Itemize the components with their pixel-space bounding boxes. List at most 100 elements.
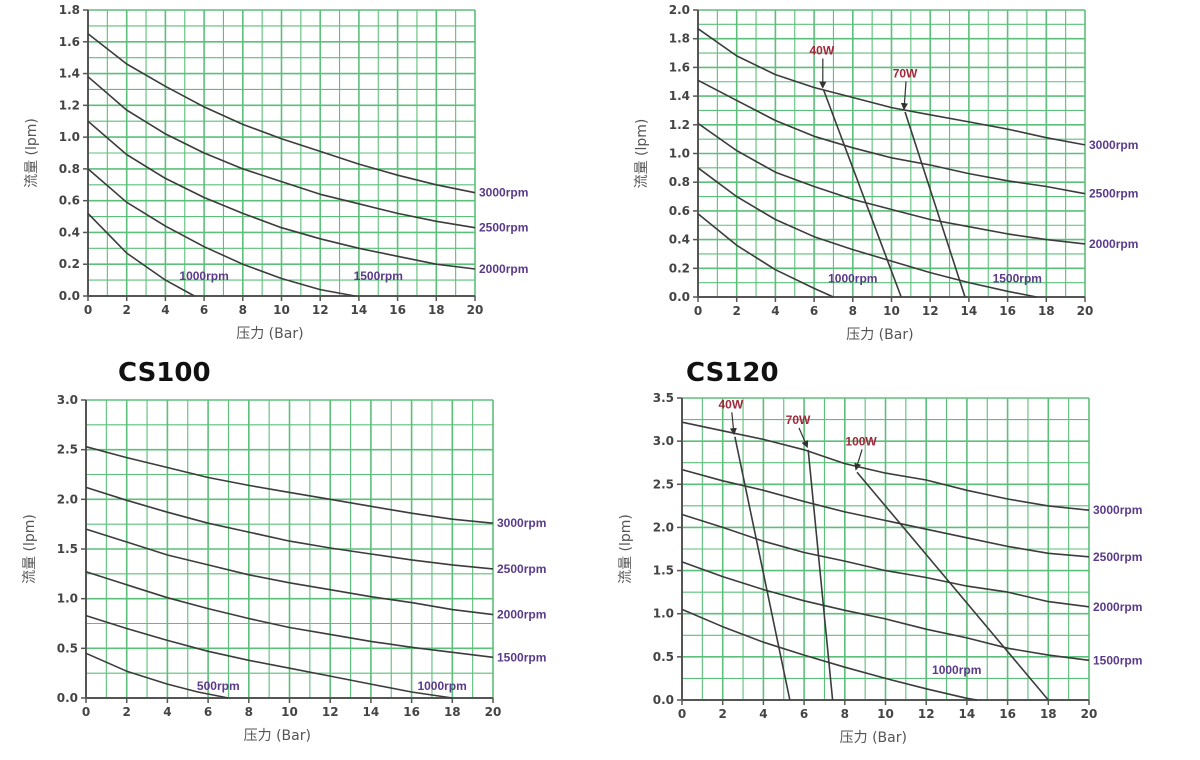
- series-line-3000rpm: [87, 33, 476, 194]
- series-label: 1000rpm: [179, 269, 228, 283]
- x-tick-label: 14: [351, 303, 368, 317]
- grid: [697, 9, 1086, 298]
- series-line-1000rpm: [697, 213, 834, 298]
- y-tick-label: 1.0: [57, 592, 78, 606]
- y-tick-label: 2.5: [57, 443, 78, 457]
- power-arrow-icon: [900, 81, 909, 111]
- x-tick-label: 20: [1077, 304, 1094, 318]
- series-line-2000rpm: [87, 120, 476, 270]
- series-line-1500rpm: [87, 168, 356, 297]
- y-tick-label: 1.8: [59, 3, 80, 17]
- power-line-100W: [856, 471, 1049, 701]
- y-axis-label: 流量 (lpm): [634, 119, 650, 189]
- x-tick-label: 16: [389, 303, 406, 317]
- x-axis-label: 压力 (Bar): [244, 728, 311, 744]
- power-label: 70W: [893, 66, 918, 80]
- y-tick-label: 1.4: [669, 89, 690, 103]
- series-label: 2500rpm: [1089, 187, 1138, 201]
- series-line-1500rpm: [85, 571, 494, 659]
- x-tick-label: 16: [999, 707, 1016, 721]
- y-tick-label: 0.5: [57, 641, 78, 655]
- chart-svg-0: 0 2 4 6 8 10 12 14 16 18 20 0.0 0.2 0.4 0.6 0.8 1.0 1.2 1.…: [24, 3, 528, 342]
- y-tick-label: 1.5: [57, 542, 78, 556]
- y-tick-label: 1.6: [59, 35, 80, 49]
- y-tick-label: 0.6: [59, 194, 80, 208]
- series-label: 2500rpm: [479, 221, 528, 235]
- x-tick-label: 4: [759, 707, 767, 721]
- chart-top-left: 0 2 4 6 8 10 12 14 16 18 20 0.0 0.2 0.4 0.6 0.8 1.0 1.2 1.…: [0, 0, 600, 355]
- y-tick-label: 0.8: [669, 175, 690, 189]
- y-tick-label: 0.0: [653, 693, 674, 707]
- y-axis-label: 流量 (lpm): [22, 514, 38, 584]
- x-tick-label: 10: [883, 304, 900, 318]
- x-axis-label: 压力 (Bar): [236, 326, 303, 342]
- power-label: 40W: [809, 43, 834, 57]
- series-label: 3000rpm: [1089, 138, 1138, 152]
- x-tick-label: 18: [444, 705, 461, 719]
- x-tick-label: 2: [123, 705, 131, 719]
- chart-cs120: 0 2 4 6 8 10 12 14 16 18 20 0.0 0.5 1.0 1.5 2.0 2.5 3.0 3.…: [600, 380, 1200, 760]
- grid: [681, 397, 1090, 701]
- power-line-70W: [904, 111, 966, 298]
- x-tick-label: 10: [281, 705, 298, 719]
- y-tick-label: 2.0: [653, 520, 674, 534]
- chart-title-cs120: CS120: [686, 358, 779, 388]
- series-line-3000rpm: [85, 445, 494, 524]
- x-tick-label: 6: [200, 303, 208, 317]
- x-tick-label: 16: [403, 705, 420, 719]
- series-label: 1500rpm: [1093, 653, 1142, 667]
- power-line-40W: [734, 436, 791, 701]
- series-label: 2500rpm: [1093, 550, 1142, 564]
- series-label: 1500rpm: [993, 272, 1042, 286]
- series-line-3000rpm: [697, 28, 1086, 146]
- x-tick-label: 8: [239, 303, 247, 317]
- x-tick-label: 20: [467, 303, 484, 317]
- x-tick-label: 0: [694, 304, 702, 318]
- y-tick-label: 2.0: [57, 492, 78, 506]
- y-tick-label: 3.5: [653, 391, 674, 405]
- y-tick-label: 0.0: [59, 289, 80, 303]
- y-tick-label: 1.0: [653, 607, 674, 621]
- x-tick-label: 0: [82, 705, 90, 719]
- x-tick-label: 2: [733, 304, 741, 318]
- series-label: 2000rpm: [1093, 600, 1142, 614]
- power-label: 70W: [786, 413, 811, 427]
- series-label: 1000rpm: [417, 679, 466, 693]
- y-tick-label: 3.0: [57, 393, 78, 407]
- y-tick-label: 0.6: [669, 204, 690, 218]
- x-tick-label: 8: [849, 304, 857, 318]
- y-axis-label: 流量 (lpm): [618, 514, 634, 584]
- x-tick-label: 12: [918, 707, 935, 721]
- x-axis-label: 压力 (Bar): [840, 730, 907, 746]
- x-tick-label: 4: [163, 705, 171, 719]
- y-tick-label: 0.0: [669, 290, 690, 304]
- power-arrow-icon: [854, 449, 863, 471]
- y-tick-label: 0.8: [59, 162, 80, 176]
- power-label: 100W: [845, 434, 877, 448]
- x-tick-label: 12: [312, 303, 329, 317]
- x-tick-label: 14: [961, 304, 978, 318]
- series-label: 2500rpm: [497, 562, 546, 576]
- chart-svg-3: 0 2 4 6 8 10 12 14 16 18 20 0.0 0.5 1.0 1.5 2.0 2.5 3.0 3.…: [618, 391, 1142, 746]
- series-label: 2000rpm: [1089, 237, 1138, 251]
- series-line-1500rpm: [681, 561, 1090, 662]
- series-label: 2000rpm: [497, 608, 546, 622]
- y-tick-label: 1.4: [59, 67, 80, 81]
- chart-svg-2: 0 2 4 6 8 10 12 14 16 18 20 0.0 0.5 1.0 1.5 2.0 2.5 3.0 压力…: [22, 393, 546, 744]
- series-line-2000rpm: [697, 122, 1086, 245]
- series-line-2500rpm: [697, 79, 1086, 195]
- x-tick-label: 10: [273, 303, 290, 317]
- chart-cs100: 0 2 4 6 8 10 12 14 16 18 20 0.0 0.5 1.0 1.5 2.0 2.5 3.0 压力…: [0, 380, 600, 760]
- y-tick-label: 2.0: [669, 3, 690, 17]
- series-line-1000rpm: [85, 614, 453, 699]
- y-tick-label: 1.2: [669, 118, 690, 132]
- series-line-1000rpm: [87, 212, 195, 297]
- x-tick-label: 12: [922, 304, 939, 318]
- series-line-2000rpm: [85, 528, 494, 616]
- x-tick-label: 14: [363, 705, 380, 719]
- y-axis-label: 流量 (lpm): [24, 118, 40, 188]
- series-label: 2000rpm: [479, 262, 528, 276]
- power-arrow-icon: [798, 427, 809, 449]
- series-line-3000rpm: [681, 421, 1090, 511]
- series-label: 3000rpm: [497, 516, 546, 530]
